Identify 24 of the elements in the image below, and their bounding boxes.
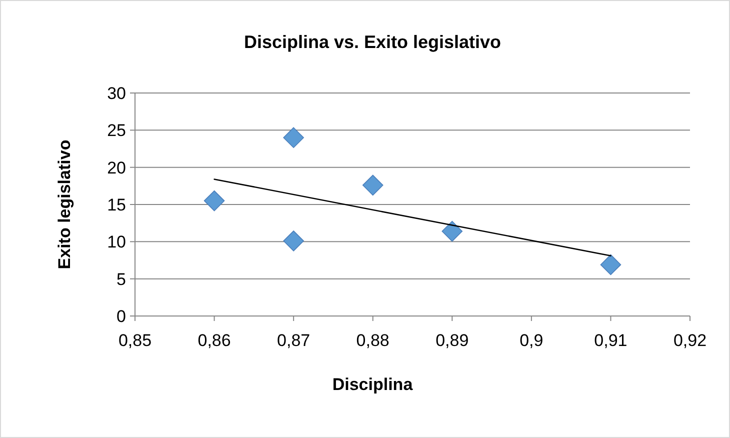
y-axis-title: Exito legislativo <box>55 140 74 270</box>
x-tick-label: 0,86 <box>198 331 231 350</box>
x-tick-label: 0,88 <box>356 331 390 350</box>
x-axis-title: Disciplina <box>332 375 414 394</box>
x-tick-label: 0,9 <box>520 331 544 350</box>
x-tick-label: 0,85 <box>118 331 152 350</box>
point <box>283 230 304 252</box>
chart-title: Disciplina vs. Exito legislativo <box>244 32 502 52</box>
x-tick-label: 0,87 <box>277 331 310 350</box>
x-tick-label: 0,91 <box>594 331 628 350</box>
y-tick-label: 25 <box>107 121 126 140</box>
y-tick-label: 10 <box>107 232 126 252</box>
point <box>600 254 622 276</box>
point <box>362 174 384 196</box>
y-tick-label: 0 <box>116 306 126 326</box>
y-tick-label: 20 <box>107 158 126 178</box>
y-tick-label: 5 <box>116 270 126 289</box>
point <box>204 190 225 212</box>
y-tick-label: 30 <box>107 84 126 103</box>
y-tick-label: 15 <box>107 195 126 214</box>
x-tick-label: 0,92 <box>673 331 707 350</box>
point <box>442 220 463 242</box>
x-tick-label: 0,89 <box>436 331 469 350</box>
point <box>283 127 304 148</box>
